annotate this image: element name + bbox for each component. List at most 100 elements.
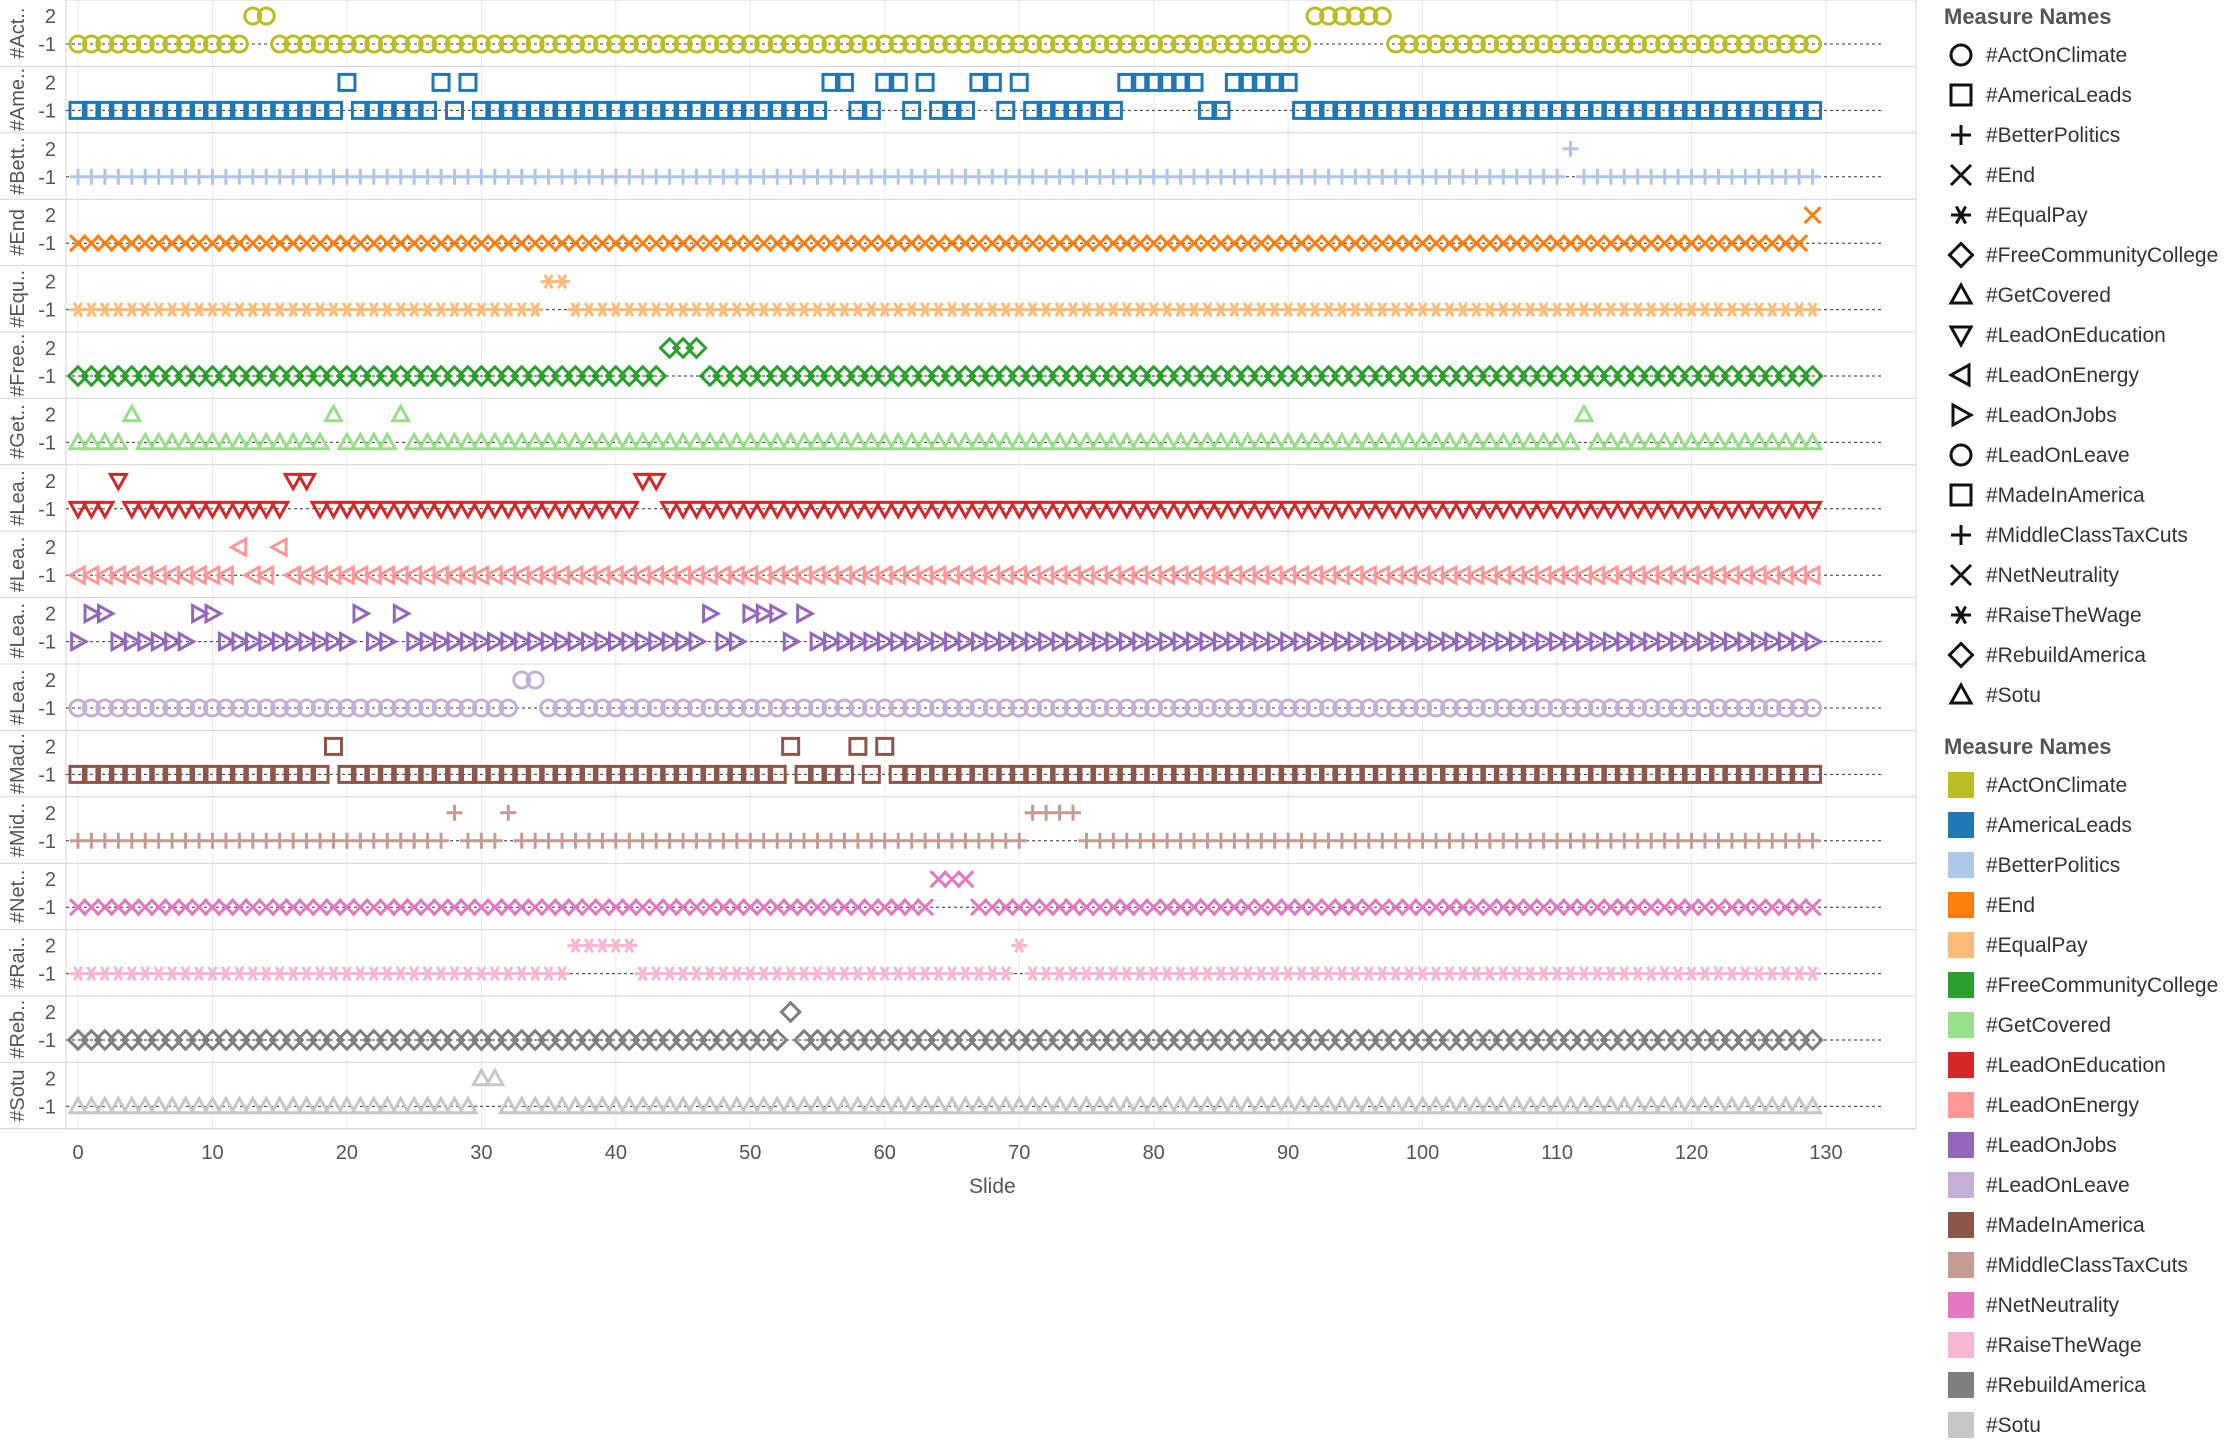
shape-legend-item[interactable]: #GetCovered [1940, 276, 2236, 316]
shape-legend-item[interactable]: #AmericaLeads [1940, 76, 2236, 116]
data-point [1614, 698, 1634, 718]
shape-legend-item[interactable]: #EqualPay [1940, 196, 2236, 236]
y-tick-label: -1 [38, 432, 56, 454]
data-point [1668, 698, 1688, 718]
color-legend-item[interactable]: #MiddleClassTaxCuts [1940, 1246, 2236, 1286]
data-point [1010, 234, 1029, 253]
color-legend-item[interactable]: #BetterPolitics [1940, 846, 2236, 886]
data-point [349, 431, 371, 451]
color-legend-item[interactable]: #End [1940, 886, 2236, 926]
data-point [1009, 34, 1029, 54]
shape-legend-item[interactable]: #MiddleClassTaxCuts [1940, 516, 2236, 556]
x-axis-title: Slide [969, 1175, 1016, 1198]
data-point [1734, 431, 1756, 451]
data-point [1722, 100, 1742, 120]
shape-legend-item[interactable]: #ActOnClimate [1940, 36, 2236, 76]
data-point [794, 34, 814, 54]
data-point [1063, 764, 1083, 784]
data-point [822, 966, 839, 982]
data-point-high [296, 472, 318, 492]
color-legend-item[interactable]: #AmericaLeads [1940, 806, 2236, 846]
data-point [121, 500, 143, 520]
data-point [1226, 966, 1243, 982]
shape-legend-item[interactable]: #BetterPolitics [1940, 116, 2236, 156]
shape-legend-item[interactable]: #RebuildAmerica [1940, 636, 2236, 676]
shape-legend-item[interactable]: #End [1940, 156, 2236, 196]
shape-legend-item[interactable]: #LeadOnLeave [1940, 436, 2236, 476]
data-point [914, 1095, 936, 1115]
data-point [1479, 431, 1501, 451]
data-point [216, 100, 236, 120]
data-point [822, 302, 839, 318]
data-point [123, 302, 140, 318]
data-point [1143, 1095, 1165, 1115]
data-point [941, 431, 963, 451]
shape-legend-item[interactable]: #RaiseTheWage [1940, 596, 2236, 636]
data-point [271, 832, 288, 849]
data-point [1250, 431, 1272, 451]
shape-legend-item[interactable]: #LeadOnEnergy [1940, 356, 2236, 396]
data-point [108, 34, 128, 54]
data-point [82, 234, 101, 253]
shape-legend-item[interactable]: #NetNeutrality [1940, 556, 2236, 596]
series-americaleads [68, 72, 1823, 120]
color-legend-item[interactable]: #Sotu [1940, 1406, 2236, 1446]
color-legend-item[interactable]: #LeadOnLeave [1940, 1166, 2236, 1206]
data-point [94, 1095, 116, 1115]
shape-legend-item[interactable]: #MadeInAmerica [1940, 476, 2236, 516]
data-point [1264, 500, 1286, 520]
color-legend-item[interactable]: #RebuildAmerica [1940, 1366, 2236, 1406]
legend-label: #BetterPolitics [1986, 854, 2121, 877]
data-point [1549, 302, 1566, 318]
data-point [444, 764, 464, 784]
data-point [836, 832, 853, 849]
data-point [1374, 302, 1391, 318]
color-legend-item[interactable]: #NetNeutrality [1940, 1286, 2236, 1326]
color-legend-item[interactable]: #MadeInAmerica [1940, 1206, 2236, 1246]
data-point [796, 832, 813, 849]
data-point [525, 34, 545, 54]
color-legend-item[interactable]: #GetCovered [1940, 1006, 2236, 1046]
x-tick-label: 0 [72, 1142, 83, 1164]
data-point [834, 764, 854, 784]
x-tick-label: 120 [1675, 1142, 1708, 1164]
data-point [1722, 698, 1742, 718]
data-point [915, 764, 935, 784]
data-point [1156, 431, 1178, 451]
color-legend-item[interactable]: #LeadOnJobs [1940, 1126, 2236, 1166]
data-point [83, 168, 100, 185]
color-legend-item[interactable]: #FreeCommunityCollege [1940, 966, 2236, 1006]
data-point [1063, 898, 1083, 917]
data-point [566, 100, 586, 120]
data-point [1292, 698, 1312, 718]
color-legend-item[interactable]: #ActOnClimate [1940, 766, 2236, 806]
data-point [433, 631, 453, 653]
data-point [350, 100, 370, 120]
color-legend-item[interactable]: #LeadOnEducation [1940, 1046, 2236, 1086]
data-point [742, 168, 759, 185]
data-point [861, 764, 881, 784]
data-point [1401, 832, 1418, 849]
data-point [1737, 966, 1754, 982]
data-point [1602, 302, 1619, 318]
data-point [646, 764, 666, 784]
data-point [688, 302, 705, 318]
shape-legend-item[interactable]: #Sotu [1940, 676, 2236, 716]
data-point [243, 764, 263, 784]
color-legend-item[interactable]: #RaiseTheWage [1940, 1326, 2236, 1366]
data-point [1374, 832, 1391, 849]
data-point [496, 1028, 520, 1052]
data-point [1198, 898, 1217, 917]
shape-legend-item[interactable]: #LeadOnJobs [1940, 396, 2236, 436]
data-point [1238, 764, 1258, 784]
data-point [1317, 1095, 1340, 1115]
color-legend-item[interactable]: #LeadOnEnergy [1940, 1086, 2236, 1126]
data-point [417, 1095, 439, 1115]
shape-legend-item[interactable]: #LeadOnEducation [1940, 316, 2236, 356]
data-point [1683, 832, 1700, 849]
shape-legend-item[interactable]: #FreeCommunityCollege [1940, 236, 2236, 276]
color-legend-item[interactable]: #EqualPay [1940, 926, 2236, 966]
y-tick-label: 2 [45, 936, 56, 958]
data-point [1562, 631, 1582, 653]
data-point [70, 832, 86, 849]
